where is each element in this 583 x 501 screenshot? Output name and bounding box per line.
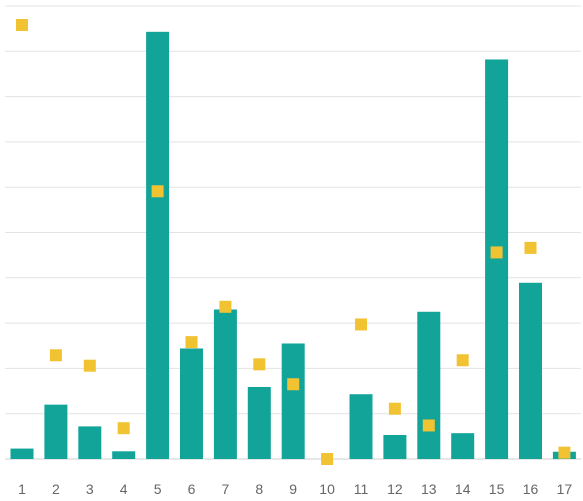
scatter-point: [185, 336, 198, 349]
x-tick-label: 13: [421, 481, 437, 497]
bar: [485, 59, 509, 459]
gridlines: [5, 5, 581, 460]
bar: [417, 311, 441, 459]
scatter-point: [490, 246, 503, 259]
x-tick-label: 14: [455, 481, 471, 497]
scatter-point: [388, 402, 401, 415]
x-tick-label: 2: [52, 481, 60, 497]
bar: [247, 386, 271, 459]
bar: [281, 343, 305, 459]
bar: [213, 309, 237, 459]
x-tick-label: 12: [387, 481, 403, 497]
x-tick-label: 5: [154, 481, 162, 497]
scatter-point: [253, 358, 266, 371]
x-tick-label: 11: [354, 481, 369, 497]
bar: [44, 404, 68, 459]
bar: [112, 451, 136, 459]
scatter-point: [422, 419, 435, 432]
x-tick-label: 9: [289, 481, 297, 497]
scatter-point: [558, 446, 571, 459]
bar: [180, 348, 203, 459]
scatter-point: [151, 185, 164, 198]
scatter-point: [219, 300, 232, 313]
scatter-point: [355, 318, 367, 331]
bar: [78, 426, 102, 459]
x-axis-ticks: 1 2 3 4 5 6 7 8 9 10 11 12 13 14 15 16 17: [18, 481, 572, 497]
x-tick-label: 10: [319, 481, 335, 497]
x-tick-label: 15: [489, 481, 505, 497]
bar: [519, 282, 542, 459]
x-tick-label: 4: [120, 481, 128, 497]
x-tick-label: 17: [557, 481, 573, 497]
scatter-point: [49, 349, 62, 362]
bar: [451, 433, 475, 459]
x-tick-label: 7: [222, 481, 230, 497]
scatter-point: [524, 241, 537, 254]
x-tick-label: 3: [86, 481, 94, 497]
scatter-point: [83, 359, 96, 372]
bar: [349, 394, 373, 459]
bar: [10, 448, 34, 459]
bar-series: [10, 31, 576, 460]
scatter-series: [16, 19, 571, 465]
scatter-point: [456, 354, 469, 367]
scatter-point: [16, 19, 28, 32]
x-tick-label: 1: [18, 481, 26, 497]
x-tick-label: 8: [255, 481, 263, 497]
scatter-point: [117, 422, 130, 435]
scatter-point: [321, 453, 334, 465]
x-tick-label: 16: [523, 481, 539, 497]
bar: [146, 31, 170, 460]
x-tick-label: 6: [188, 481, 196, 497]
bar: [383, 434, 407, 459]
scatter-point: [287, 378, 300, 391]
